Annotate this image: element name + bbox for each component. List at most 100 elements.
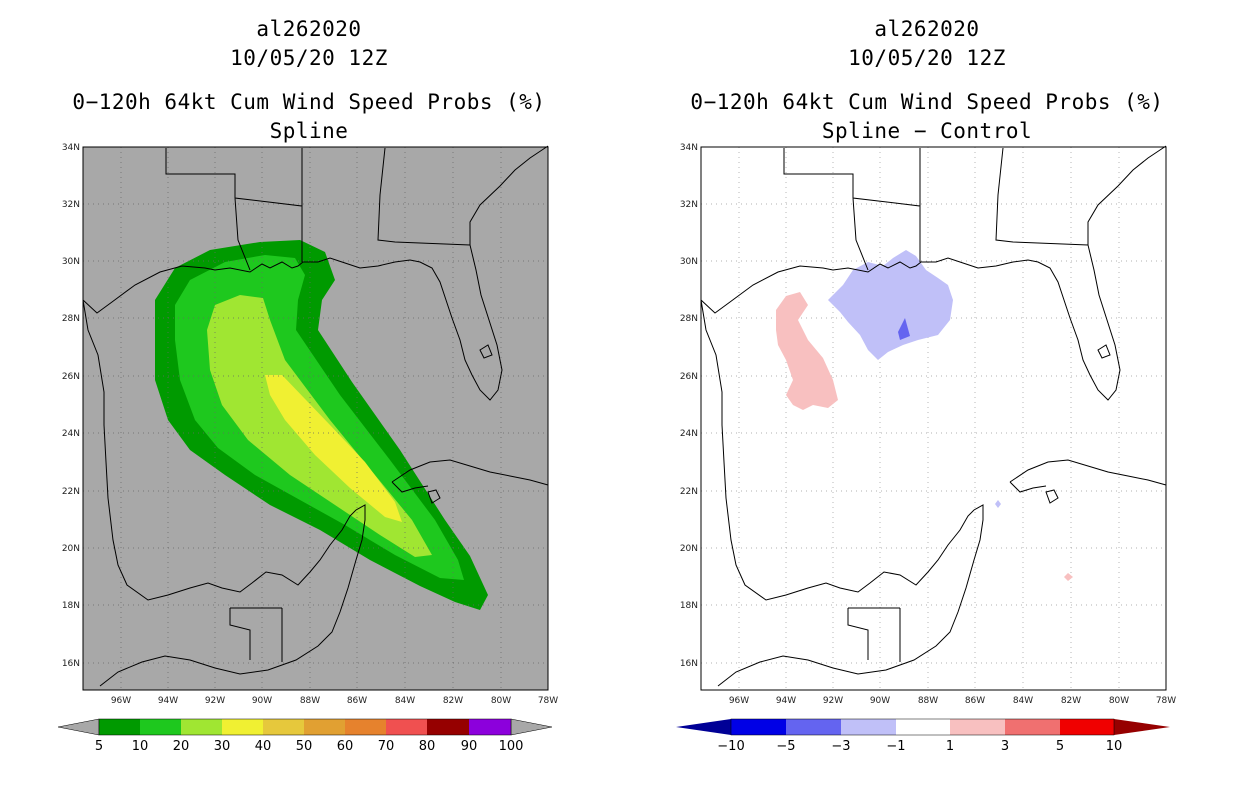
legend-box (427, 719, 469, 735)
lon-label: 86W (965, 696, 985, 706)
negative-difference-region (828, 250, 953, 360)
map-frame (700, 146, 1167, 691)
method-title: Spline (269, 119, 349, 143)
lat-label: 20N (680, 544, 698, 554)
left-map: 34N 32N 30N 28N 26N 24N 22N 20N 18N 16N … (57, 143, 558, 754)
legend-label: 5 (1056, 739, 1064, 754)
lon-label: 80W (1109, 696, 1129, 706)
legend-label: 60 (337, 739, 354, 754)
lat-label: 16N (680, 659, 698, 669)
positive-difference-dot (1064, 573, 1073, 581)
lat-label: 18N (680, 601, 698, 611)
lon-label: 84W (395, 696, 415, 706)
date-title: 10/05/20 12Z (230, 46, 388, 70)
lon-gridlines (738, 147, 1120, 690)
lon-label: 90W (870, 696, 890, 706)
lon-label: 88W (918, 696, 938, 706)
lat-label: 30N (680, 257, 698, 267)
lat-label: 26N (680, 372, 698, 382)
lat-label: 32N (680, 200, 698, 210)
legend-label: 100 (499, 739, 524, 754)
lat-label: 24N (680, 429, 698, 439)
legend-box (99, 719, 140, 735)
right-map: 34N 32N 30N 28N 26N 24N 22N 20N 18N 16N … (676, 143, 1176, 754)
product-title: 0−120h 64kt Cum Wind Speed Probs (%) (72, 90, 546, 114)
legend-label: 3 (1001, 739, 1009, 754)
legend-label: −1 (886, 739, 905, 754)
legend-box (222, 719, 263, 735)
legend-label: 70 (378, 739, 395, 754)
lat-label: 24N (62, 429, 80, 439)
legend-label: −3 (831, 739, 850, 754)
storm-id-title: al262020 (874, 17, 980, 41)
lon-label: 94W (776, 696, 796, 706)
lat-label: 22N (680, 487, 698, 497)
lon-label: 80W (491, 696, 511, 706)
right-panel: al262020 10/05/20 12Z 0−120h 64kt Cum Wi… (618, 0, 1236, 800)
lon-label: 90W (252, 696, 272, 706)
left-panel: al262020 10/05/20 12Z 0−120h 64kt Cum Wi… (57, 17, 558, 754)
legend-label: −10 (717, 739, 744, 754)
legend-box (181, 719, 222, 735)
negative-difference-dot (995, 500, 1001, 508)
negative-difference-core (898, 318, 910, 340)
legend-label: 50 (296, 739, 313, 754)
lat-label: 20N (62, 544, 80, 554)
product-title: 0−120h 64kt Cum Wind Speed Probs (%) (690, 90, 1164, 114)
lon-gridlines (120, 147, 502, 690)
legend-box (786, 719, 841, 735)
lon-label: 94W (158, 696, 178, 706)
difference-legend: −10 −5 −3 −1 1 3 5 10 (676, 718, 1170, 754)
lon-label: 92W (205, 696, 225, 706)
lat-label: 34N (680, 143, 698, 153)
lat-label: 26N (62, 372, 80, 382)
legend-border (98, 718, 512, 736)
lon-label: 78W (1156, 696, 1176, 706)
legend-label: 10 (1106, 739, 1123, 754)
legend-box (469, 719, 511, 735)
legend-label: 40 (255, 739, 272, 754)
legend-box (1060, 719, 1114, 735)
legend-label: 5 (95, 739, 103, 754)
map-frame (82, 146, 549, 691)
legend-box (263, 719, 304, 735)
legend-box (386, 719, 427, 735)
prob-contour-30 (265, 375, 402, 522)
legend-box (841, 719, 896, 735)
legend-low-arrow (676, 719, 731, 735)
legend-border (730, 718, 1115, 736)
lon-label: 92W (823, 696, 843, 706)
lon-label: 84W (1013, 696, 1033, 706)
legend-label: 30 (214, 739, 231, 754)
lat-label: 16N (62, 659, 80, 669)
lat-label: 32N (62, 200, 80, 210)
legend-box (345, 719, 386, 735)
lat-label: 22N (62, 487, 80, 497)
lon-label: 82W (443, 696, 463, 706)
legend-label: 1 (946, 739, 954, 754)
probability-legend: 5 10 20 30 40 50 60 70 80 90 100 (57, 718, 553, 754)
legend-high-arrow (510, 718, 553, 736)
legend-low-arrow (57, 718, 100, 736)
legend-label: 80 (419, 739, 436, 754)
legend-label: 10 (132, 739, 149, 754)
legend-label: −5 (776, 739, 795, 754)
legend-label: 90 (461, 739, 478, 754)
legend-box (1005, 719, 1060, 735)
legend-high-arrow (1114, 719, 1170, 735)
lat-label: 34N (62, 143, 80, 153)
legend-box (304, 719, 345, 735)
legend-box (896, 719, 950, 735)
lat-label: 28N (62, 314, 80, 324)
legend-box (140, 719, 181, 735)
date-title: 10/05/20 12Z (848, 46, 1006, 70)
lon-label: 86W (347, 696, 367, 706)
legend-box (731, 719, 786, 735)
storm-id-title: al262020 (256, 17, 362, 41)
lon-label: 82W (1061, 696, 1081, 706)
lon-label: 88W (300, 696, 320, 706)
lon-label: 96W (111, 696, 131, 706)
lon-label: 78W (538, 696, 558, 706)
positive-difference-region (776, 292, 838, 410)
map-background (701, 147, 1166, 690)
